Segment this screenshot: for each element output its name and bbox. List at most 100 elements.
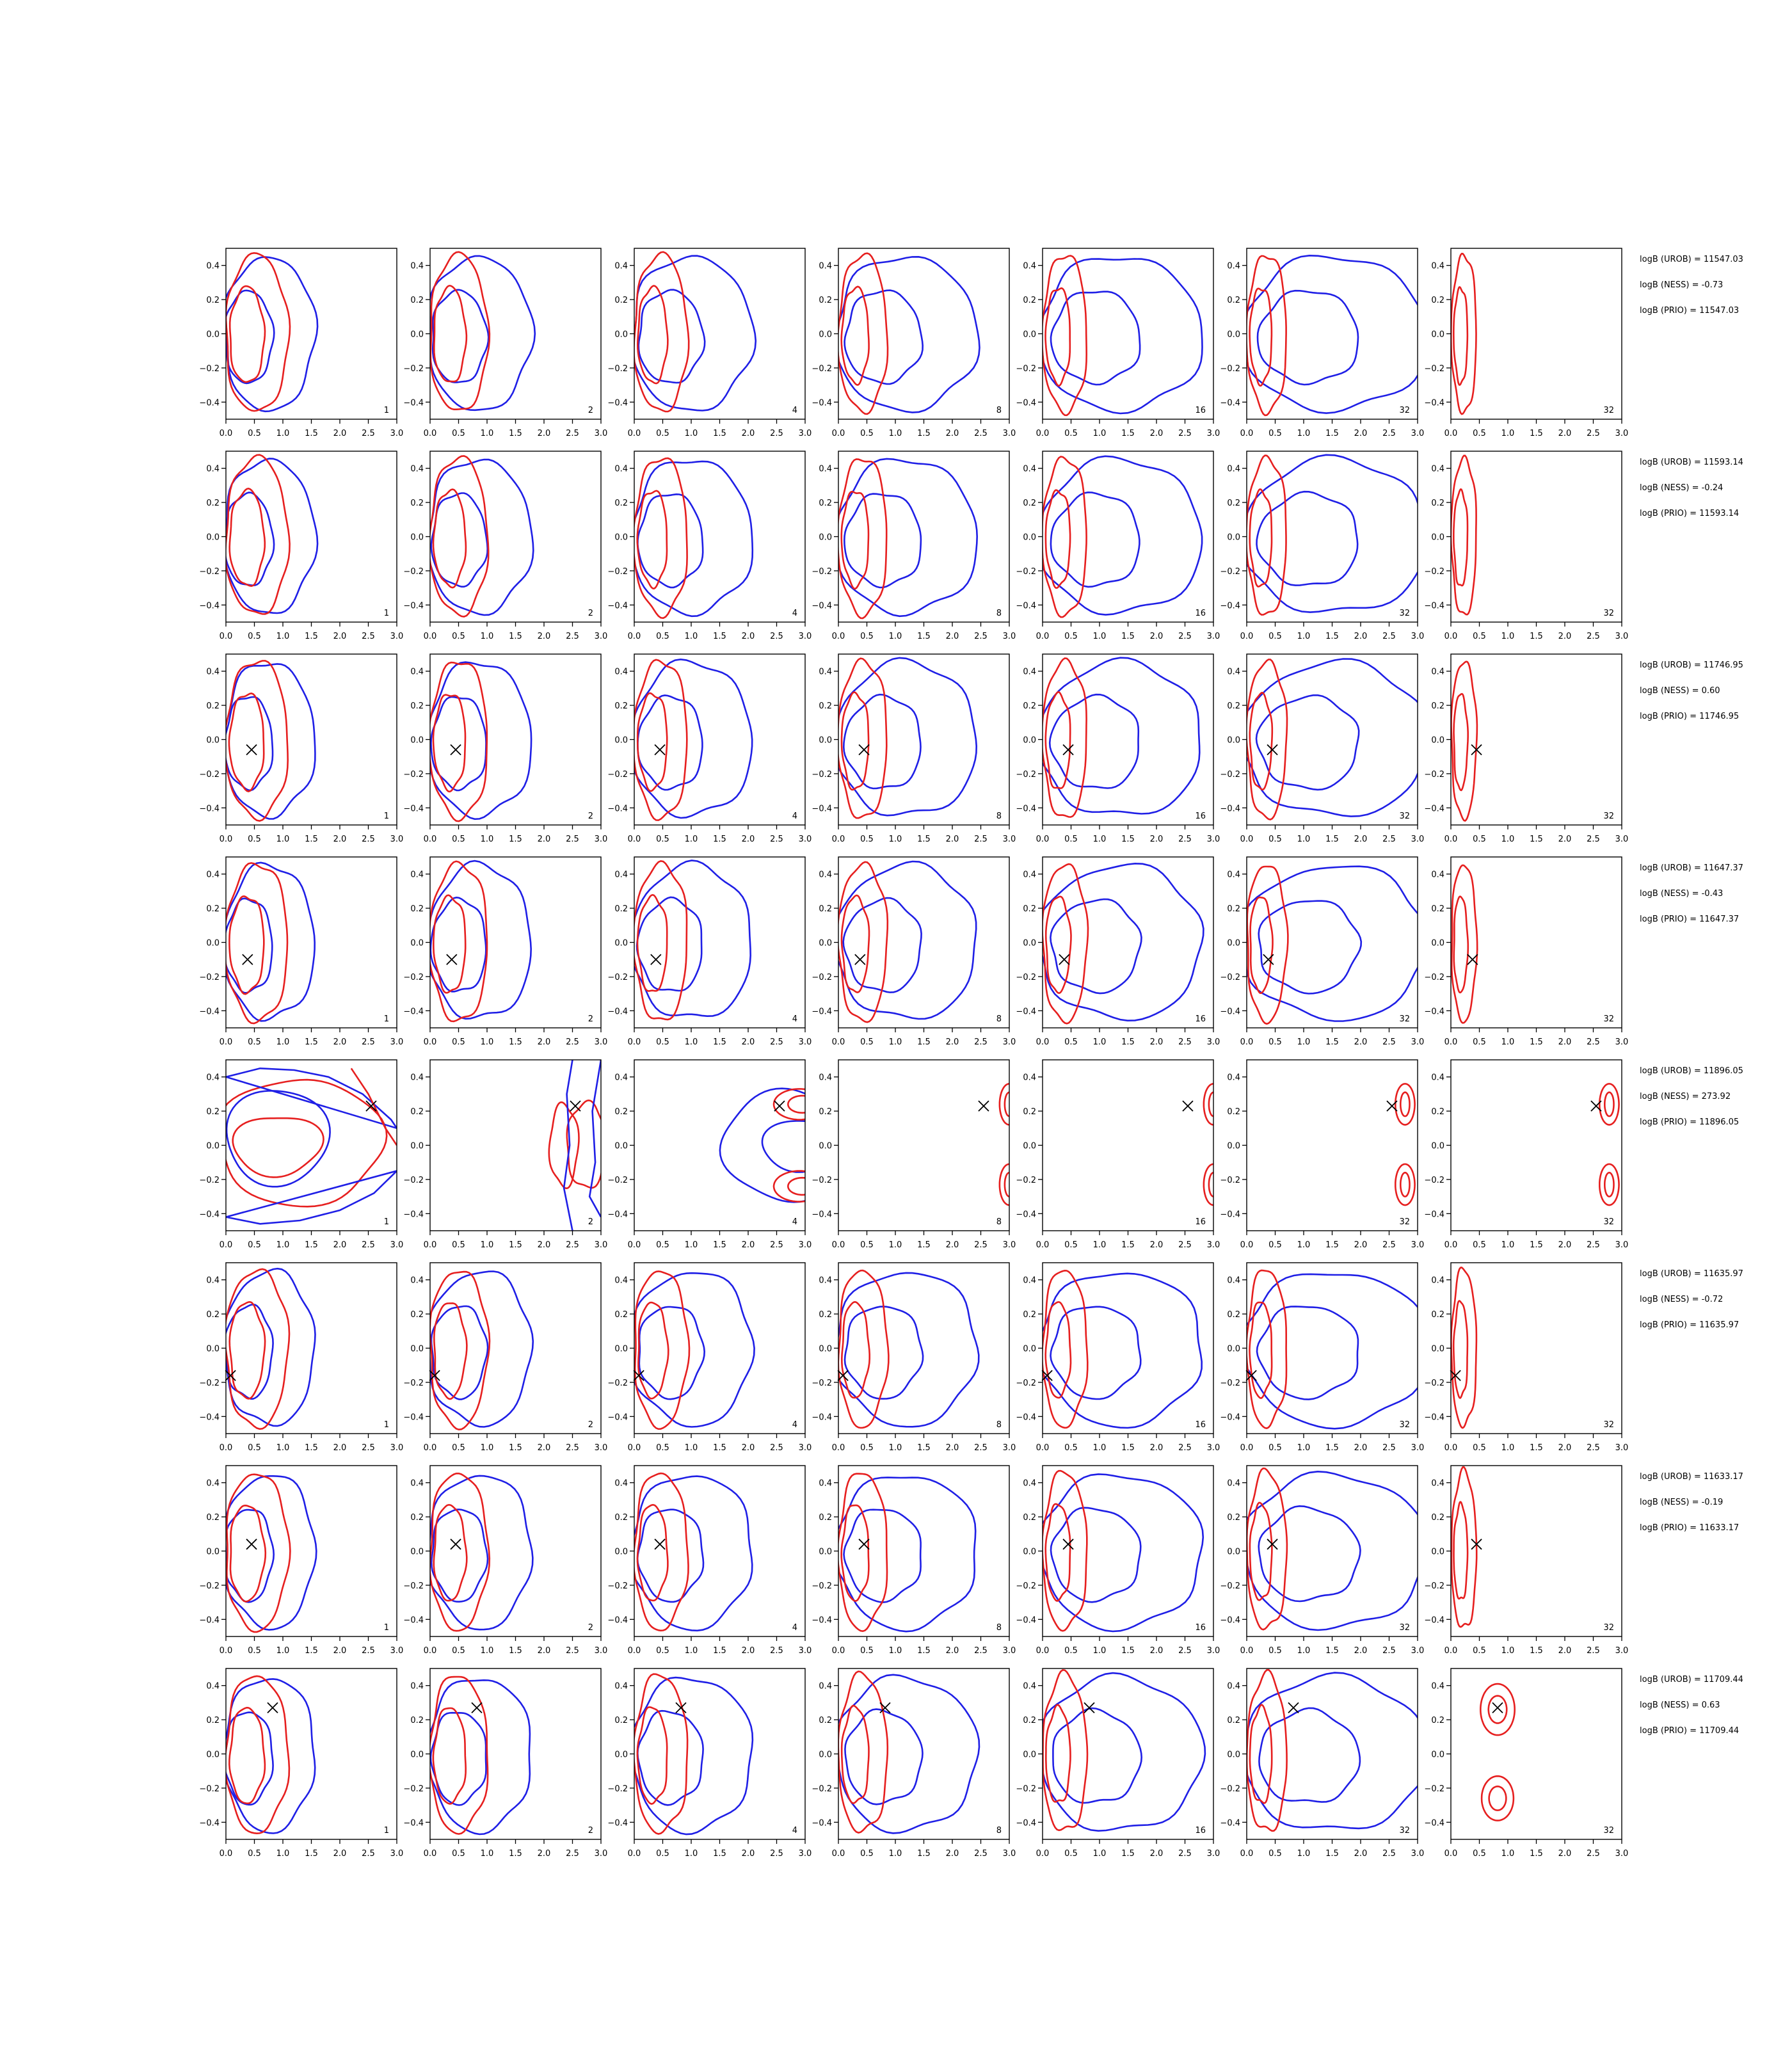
y-tick-label: 0.2 xyxy=(206,1107,220,1117)
x-tick-label: 2.0 xyxy=(333,1849,347,1859)
blue-contour xyxy=(1256,1306,1359,1400)
panel-label: 4 xyxy=(792,812,797,821)
x-tick-label: 2.5 xyxy=(1178,1443,1192,1453)
panel-label: 32 xyxy=(1399,1623,1410,1633)
x-marker xyxy=(858,744,870,756)
y-tick-label: 0.2 xyxy=(1023,904,1036,914)
y-tick-label: −0.4 xyxy=(1220,1615,1240,1625)
x-tick-label: 2.5 xyxy=(770,1240,783,1250)
red-contour xyxy=(226,454,291,615)
blue-contour xyxy=(563,1060,573,1231)
x-marker xyxy=(471,1702,483,1714)
y-tick-label: 0.2 xyxy=(410,1107,424,1117)
y-tick-label: −0.4 xyxy=(607,601,628,611)
red-contour xyxy=(1044,489,1071,589)
x-tick-label: 1.0 xyxy=(889,1849,902,1859)
y-tick-label: 0.4 xyxy=(614,1479,628,1489)
red-contour xyxy=(1395,1163,1416,1206)
x-tick-label: 3.0 xyxy=(390,1240,404,1250)
red-contour xyxy=(226,1473,291,1633)
x-tick-label: 2.5 xyxy=(1587,1849,1600,1859)
y-tick-label: 0.2 xyxy=(1227,1716,1240,1725)
y-tick-label: 0.2 xyxy=(1431,1716,1444,1725)
x-tick-label: 0.0 xyxy=(1036,1443,1050,1453)
x-tick-label: 2.0 xyxy=(538,835,551,844)
x-tick-label: 1.0 xyxy=(481,1646,494,1656)
y-tick-label: −0.4 xyxy=(403,601,424,611)
x-tick-label: 0.0 xyxy=(1240,835,1254,844)
y-tick-label: 0.4 xyxy=(1023,1682,1036,1692)
panel-label: 8 xyxy=(996,406,1002,415)
x-tick-label: 1.5 xyxy=(713,1646,726,1656)
x-tick-label: 0.0 xyxy=(1444,1240,1458,1250)
x-tick-label: 1.0 xyxy=(1297,1037,1311,1047)
y-tick-label: −0.2 xyxy=(607,1379,628,1388)
x-tick-label: 3.0 xyxy=(1003,1037,1016,1047)
x-marker xyxy=(1288,1702,1299,1714)
y-tick-label: 0.2 xyxy=(614,296,628,305)
panel-r2-c2: 0.0 0.5 1.0 1.5 2.0 2.5 3.0 0.4 0.2 0.0 −0.2 −0.4 2 xyxy=(403,451,607,641)
blue-contour xyxy=(226,1090,331,1188)
x-tick-label: 0.5 xyxy=(248,1443,261,1453)
x-tick-label: 2.5 xyxy=(1382,1037,1396,1047)
y-tick-label: −0.4 xyxy=(812,1818,832,1828)
x-marker xyxy=(675,1702,687,1714)
blue-contour xyxy=(1043,455,1203,616)
x-tick-label: 0.0 xyxy=(1036,1646,1050,1656)
logb-annotation: logB (NESS) = -0.43 xyxy=(1640,889,1723,899)
y-tick-label: −0.2 xyxy=(1016,364,1036,374)
x-tick-label: 0.5 xyxy=(1473,429,1486,438)
panel-r3-c4: 0.0 0.5 1.0 1.5 2.0 2.5 3.0 0.4 0.2 0.0 −0.2 −0.4 8 xyxy=(812,653,1016,844)
contour-lines xyxy=(998,1083,1009,1206)
y-tick-label: 0.2 xyxy=(819,296,832,305)
blue-contour xyxy=(838,1272,980,1428)
x-tick-label: 3.0 xyxy=(595,1646,608,1656)
panel-label: 16 xyxy=(1195,1014,1206,1024)
x-marker xyxy=(978,1100,989,1112)
panel-r1-c6: 0.0 0.5 1.0 1.5 2.0 2.5 3.0 0.4 0.2 0.0 −0.2 −0.4 32 xyxy=(1220,248,1424,438)
y-tick-label: 0.0 xyxy=(1431,1345,1444,1354)
y-tick-label: 0.4 xyxy=(1023,870,1036,880)
x-tick-label: 2.5 xyxy=(1382,835,1396,844)
blue-contour xyxy=(1258,1505,1361,1603)
y-tick-label: 0.4 xyxy=(819,465,832,474)
x-tick-label: 0.5 xyxy=(656,1849,669,1859)
y-tick-label: −0.2 xyxy=(812,567,832,577)
panel-r7-c1: 0.0 0.5 1.0 1.5 2.0 2.5 3.0 0.4 0.2 0.0 −0.2 −0.4 1 xyxy=(199,1465,403,1656)
x-tick-label: 2.5 xyxy=(1178,1646,1192,1656)
x-tick-label: 2.5 xyxy=(974,1240,988,1250)
x-tick-label: 2.5 xyxy=(362,1037,375,1047)
x-tick-label: 0.0 xyxy=(1444,835,1458,844)
x-tick-label: 1.0 xyxy=(1297,1240,1311,1250)
x-tick-label: 1.5 xyxy=(917,632,931,641)
y-tick-label: 0.4 xyxy=(206,1479,220,1489)
red-contour xyxy=(1247,454,1287,616)
x-tick-label: 1.0 xyxy=(1297,1849,1311,1859)
blue-contour xyxy=(430,1508,489,1603)
x-tick-label: 0.0 xyxy=(628,1849,641,1859)
panel-label: 4 xyxy=(792,1420,797,1430)
panel-r1-c7: 0.0 0.5 1.0 1.5 2.0 2.5 3.0 0.4 0.2 0.0 −0.2 −0.4 32 xyxy=(1424,248,1628,438)
y-tick-label: 0.2 xyxy=(1023,1107,1036,1117)
red-contour xyxy=(229,1504,267,1603)
y-tick-label: −0.4 xyxy=(607,1210,628,1219)
contour-lines xyxy=(1043,862,1204,1025)
x-marker xyxy=(1041,1370,1053,1381)
blue-contour xyxy=(226,696,274,792)
panel-r8-c4: 0.0 0.5 1.0 1.5 2.0 2.5 3.0 0.4 0.2 0.0 −0.2 −0.4 8 xyxy=(812,1668,1016,1859)
contour-lines xyxy=(1043,657,1201,818)
y-tick-label: −0.4 xyxy=(812,1412,832,1422)
x-tick-label: 0.5 xyxy=(452,1849,465,1859)
panel-r3-c5: 0.0 0.5 1.0 1.5 2.0 2.5 3.0 0.4 0.2 0.0 −0.2 −0.4 16 xyxy=(1016,653,1220,844)
x-tick-label: 1.5 xyxy=(1530,632,1543,641)
x-tick-label: 3.0 xyxy=(390,1037,404,1047)
y-tick-label: 0.2 xyxy=(614,1310,628,1320)
panel-label: 2 xyxy=(588,609,593,618)
x-tick-label: 0.5 xyxy=(860,1443,874,1453)
y-tick-label: 0.0 xyxy=(1023,533,1036,543)
x-tick-label: 2.5 xyxy=(1178,1240,1192,1250)
y-tick-label: −0.2 xyxy=(1220,770,1240,780)
contour-lines xyxy=(1451,454,1477,616)
y-tick-label: 0.4 xyxy=(206,465,220,474)
red-contour xyxy=(634,1472,689,1632)
